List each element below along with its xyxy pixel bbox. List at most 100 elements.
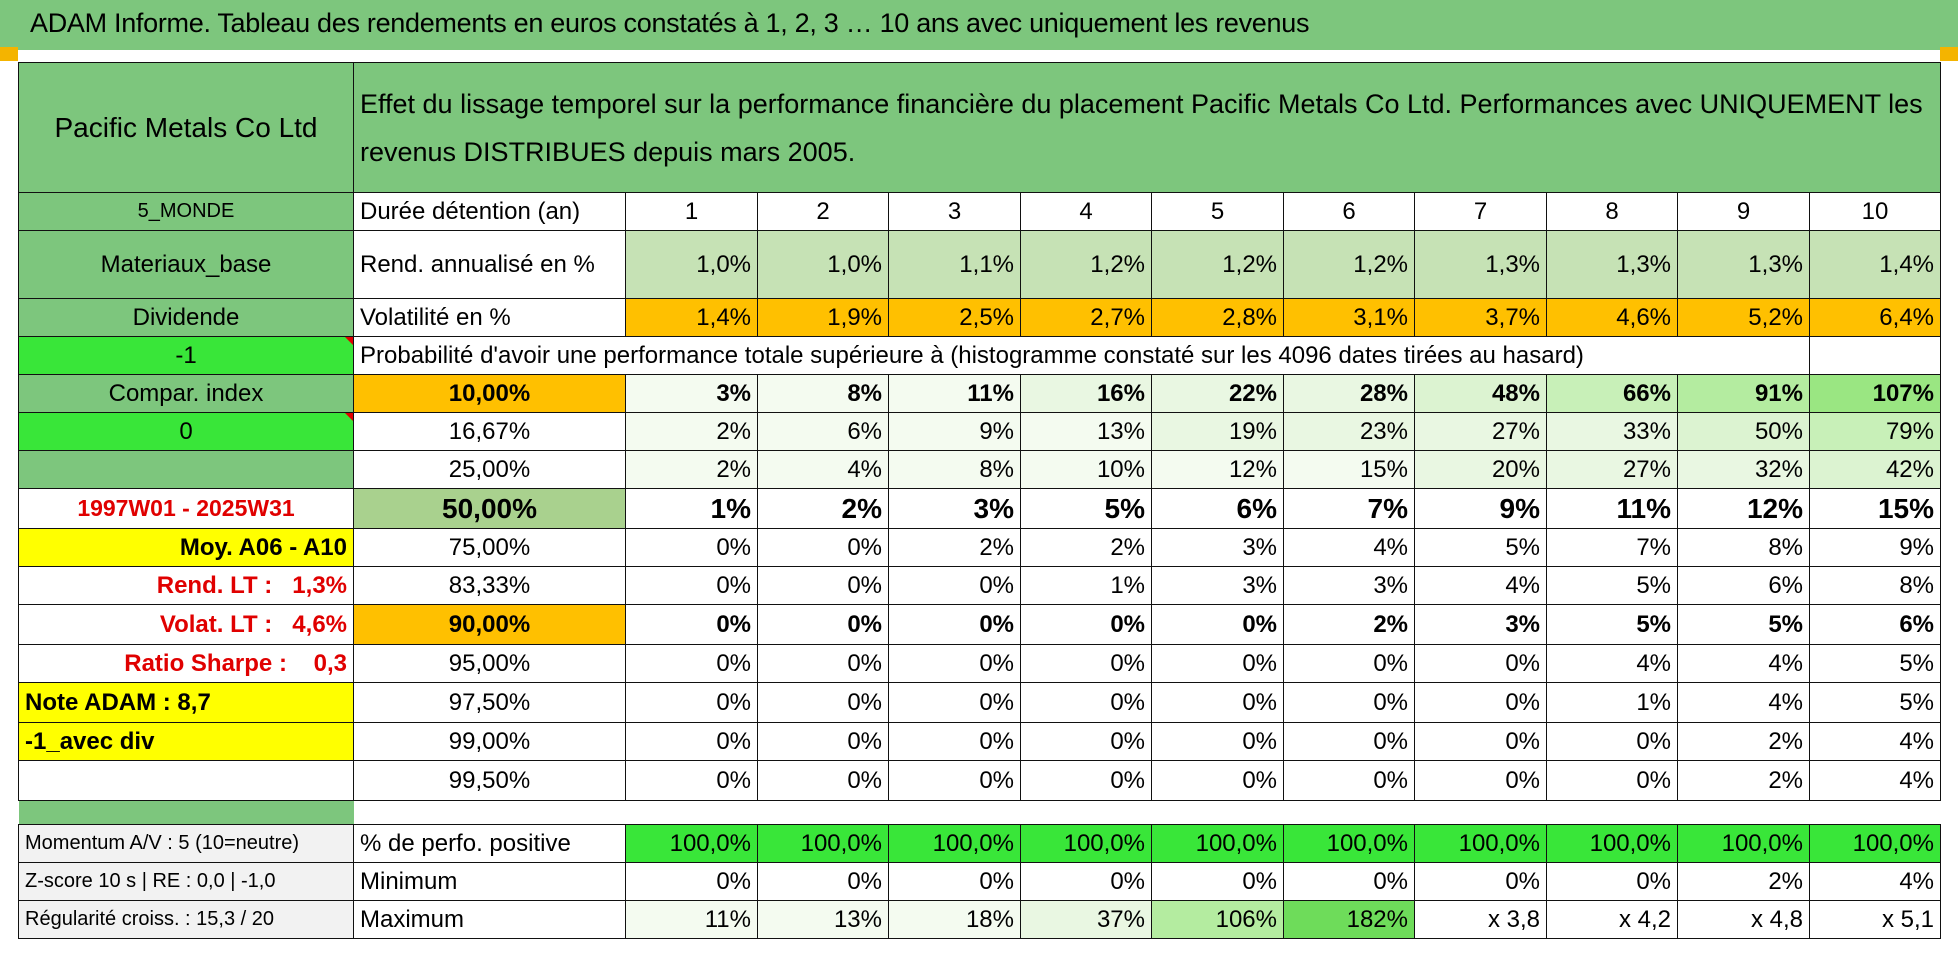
spacer-green xyxy=(18,800,354,825)
prob-cell: 0% xyxy=(1020,760,1152,801)
prob-cell: 23% xyxy=(1283,412,1415,451)
sharpe-label: Ratio Sharpe : xyxy=(124,649,287,677)
spacer-row xyxy=(18,800,1941,825)
pos-cell: 100,0% xyxy=(1414,824,1547,863)
prob-cell: 0% xyxy=(625,566,758,605)
prob-cell: 0% xyxy=(757,528,889,567)
prob-cell: 27% xyxy=(1414,412,1547,451)
prob-cell: 2% xyxy=(1677,722,1810,761)
min-cell: 0% xyxy=(1151,862,1284,901)
min-cell: 0% xyxy=(1283,862,1415,901)
prob-cell: 5% xyxy=(1546,566,1678,605)
prob-cell: 2% xyxy=(757,488,889,529)
compar-label: Compar. index xyxy=(18,374,354,413)
prob-cell: 4% xyxy=(1283,528,1415,567)
min-cell: 4% xyxy=(1809,862,1941,901)
volat-lt-value: 4,6% xyxy=(292,610,347,638)
prob-cell: 1% xyxy=(1546,682,1678,723)
rend-cell: 1,2% xyxy=(1020,230,1152,299)
max-cell: 13% xyxy=(757,900,889,939)
prob-pct: 50,00% xyxy=(353,488,626,529)
sector-label: Materiaux_base xyxy=(18,230,354,299)
max-cell: 37% xyxy=(1020,900,1152,939)
prob-row: Ratio Sharpe : 0,3 95,00% 0% 0% 0% 0% 0%… xyxy=(18,644,1941,683)
prob-cell: 0% xyxy=(625,760,758,801)
prob-cell: 1% xyxy=(1020,566,1152,605)
prob-row-median: 1997W01 - 2025W31 50,00% 1% 2% 3% 5% 6% … xyxy=(18,488,1941,529)
prob-cell: 8% xyxy=(1677,528,1810,567)
spacer-cell xyxy=(353,800,1941,825)
prob-row: 0 16,67% 2% 6% 9% 13% 19% 23% 27% 33% 50… xyxy=(18,412,1941,451)
prob-cell: 1% xyxy=(625,488,758,529)
volat-lt-label: Volat. LT : xyxy=(159,610,273,638)
prob-cell: 0% xyxy=(757,566,889,605)
pos-cell: 100,0% xyxy=(1020,824,1152,863)
prob-cell: 0% xyxy=(625,722,758,761)
region-label: 5_MONDE xyxy=(18,192,354,231)
duration-label: Durée détention (an) xyxy=(353,192,626,231)
performance-table: Pacific Metals Co Ltd Effet du lissage t… xyxy=(18,62,1941,939)
prob-cell: 0% xyxy=(888,760,1021,801)
prob-cell: 8% xyxy=(1809,566,1941,605)
right-accent xyxy=(1940,47,1958,61)
vol-cell: 3,1% xyxy=(1283,298,1415,337)
prob-cell: 3% xyxy=(888,488,1021,529)
prob-cell: 5% xyxy=(1677,604,1810,645)
min-cell: 2% xyxy=(1677,862,1810,901)
prob-cell: 8% xyxy=(757,374,889,413)
prob-pct: 95,00% xyxy=(353,644,626,683)
prob-cell: 0% xyxy=(757,644,889,683)
prob-cell: 33% xyxy=(1546,412,1678,451)
prob-cell: 2% xyxy=(1283,604,1415,645)
prob-cell: 0% xyxy=(888,644,1021,683)
max-cell: x 5,1 xyxy=(1809,900,1941,939)
prob-cell: 0% xyxy=(888,722,1021,761)
prob-row: 99,50% 0% 0% 0% 0% 0% 0% 0% 0% 2% 4% xyxy=(18,760,1941,801)
prob-cell: 0% xyxy=(888,604,1021,645)
min-cell: 0% xyxy=(757,862,889,901)
prob-cell: 12% xyxy=(1677,488,1810,529)
prob-cell: 10% xyxy=(1020,450,1152,489)
prob-cell: 3% xyxy=(1414,604,1547,645)
prob-row: Volat. LT : 4,6% 90,00% 0% 0% 0% 0% 0% 2… xyxy=(18,604,1941,645)
prob-title-row: -1 Probabilité d'avoir une performance t… xyxy=(18,336,1941,375)
prob-cell: 0% xyxy=(1546,722,1678,761)
prob-cell: 0% xyxy=(625,644,758,683)
prob-cell: 4% xyxy=(1677,682,1810,723)
moy-label: Moy. A06 - A10 xyxy=(18,528,354,567)
pos-cell: 100,0% xyxy=(1151,824,1284,863)
vol-cell: 1,4% xyxy=(625,298,758,337)
prob-cell: 0% xyxy=(625,682,758,723)
prob-cell: 6% xyxy=(757,412,889,451)
rend-cell: 1,1% xyxy=(888,230,1021,299)
prob-cell: 4% xyxy=(1414,566,1547,605)
pos-cell: 100,0% xyxy=(888,824,1021,863)
max-cell: 182% xyxy=(1283,900,1415,939)
period-label: 1997W01 - 2025W31 xyxy=(18,488,354,529)
code2-cell: 0 xyxy=(18,412,354,451)
asset-description: Effet du lissage temporel sur la perform… xyxy=(353,62,1941,193)
prob-cell: 0% xyxy=(1414,722,1547,761)
prob-cell: 0% xyxy=(1283,644,1415,683)
prob-pct: 25,00% xyxy=(353,450,626,489)
pos-cell: 100,0% xyxy=(1283,824,1415,863)
min-cell: 0% xyxy=(625,862,758,901)
prob-cell: 50% xyxy=(1677,412,1810,451)
prob-cell: 0% xyxy=(1020,644,1152,683)
prob-cell: 27% xyxy=(1546,450,1678,489)
prob-cell: 0% xyxy=(757,760,889,801)
prob-cell: 4% xyxy=(1546,644,1678,683)
prob-cell: 4% xyxy=(757,450,889,489)
duration-row: 5_MONDE Durée détention (an) 1 2 3 4 5 6… xyxy=(18,192,1941,231)
zscore-label: Z-score 10 s | RE : 0,0 | -1,0 xyxy=(18,862,354,901)
prob-cell: 22% xyxy=(1151,374,1284,413)
prob-cell: 9% xyxy=(1809,528,1941,567)
prob-cell: 11% xyxy=(1546,488,1678,529)
rend-lt: Rend. LT : 1,3% xyxy=(18,566,354,605)
year-cell: 9 xyxy=(1677,192,1810,231)
sharpe-value: 0,3 xyxy=(313,649,347,677)
empty-green-cell xyxy=(18,450,354,489)
momentum-label: Momentum A/V : 5 (10=neutre) xyxy=(18,824,354,863)
prob-cell: 0% xyxy=(1414,644,1547,683)
prob-row: Note ADAM : 8,7 97,50% 0% 0% 0% 0% 0% 0%… xyxy=(18,682,1941,723)
